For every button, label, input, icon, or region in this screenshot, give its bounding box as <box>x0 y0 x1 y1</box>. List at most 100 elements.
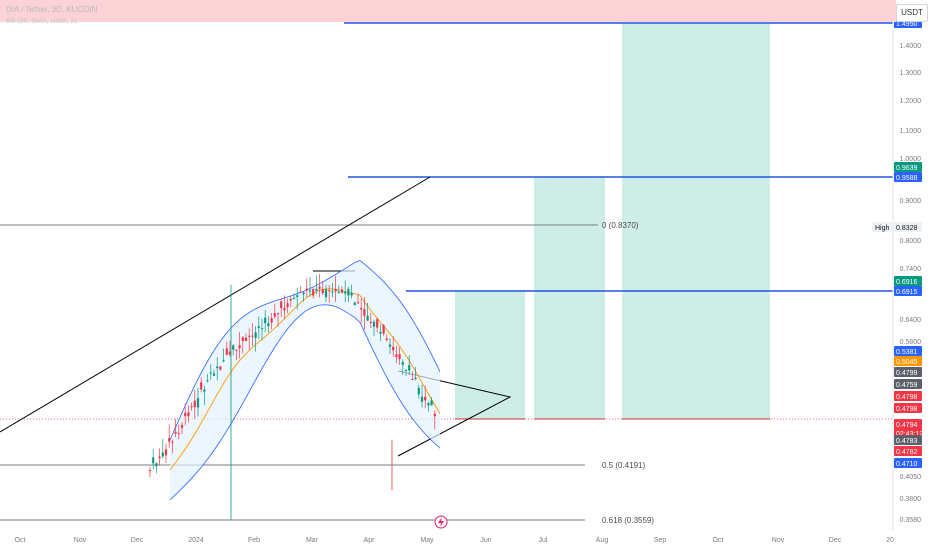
lightning-icon <box>438 517 444 527</box>
candle-body-10 <box>180 425 184 428</box>
candle-body-14 <box>193 400 196 408</box>
time-tick-9: Jul <box>539 537 548 544</box>
price-label-5 <box>894 286 922 296</box>
candle-body-73 <box>382 325 385 334</box>
candle-body-16 <box>200 382 203 390</box>
price-label-12 <box>894 419 922 437</box>
candle-body-63 <box>350 292 353 296</box>
candle-body-15 <box>196 398 200 408</box>
price-tick-5: 0.9000 <box>900 198 922 205</box>
candle-body-30 <box>244 337 248 341</box>
candle-body-42 <box>283 308 286 311</box>
time-tick-6: Apr <box>364 537 376 544</box>
time-tick-0: Oct <box>15 537 26 544</box>
candle-body-87 <box>427 403 430 406</box>
symbol-title[interactable]: DIA / Tether, 3D, KUCOIN <box>6 5 98 14</box>
bollinger-lower <box>169 304 441 501</box>
target-zone-3 <box>622 23 770 419</box>
time-tick-2: Dec <box>131 537 144 544</box>
candle-body-0 <box>148 470 152 471</box>
price-label-14 <box>894 446 922 456</box>
candle-body-59 <box>337 291 340 293</box>
price-label-text-5: 0.6915 <box>896 289 918 296</box>
candle-body-4 <box>161 452 164 457</box>
candle-body-25 <box>228 351 232 355</box>
candle-body-7 <box>171 441 174 443</box>
candle-body-64 <box>353 302 356 306</box>
price-tick-4: 1.0000 <box>900 156 922 163</box>
price-label-text-11: 0.4798 <box>896 406 918 413</box>
candle-body-88 <box>430 400 433 406</box>
candle-body-44 <box>289 298 292 301</box>
candle-body-52 <box>315 288 318 291</box>
candle-body-49 <box>305 288 308 291</box>
candle-body-40 <box>276 313 280 315</box>
candle-body-68 <box>366 315 369 321</box>
indicator-legend[interactable]: BB (20, SMA, close, 2) <box>6 18 77 25</box>
candle-body-46 <box>296 295 299 297</box>
candle-body-53 <box>318 286 321 289</box>
price-label-3 <box>894 222 922 232</box>
price-label-text-6: 0.5381 <box>896 349 918 356</box>
candle-body-18 <box>206 380 209 382</box>
candle-body-51 <box>312 289 315 296</box>
price-label-text-8: 0.4799 <box>896 370 918 377</box>
time-tick-1: Nov <box>74 537 87 544</box>
candle-body-69 <box>369 321 372 323</box>
candle-body-34 <box>257 326 260 328</box>
candle-body-71 <box>376 319 379 328</box>
candle-body-21 <box>216 366 219 369</box>
candle-body-20 <box>212 373 216 376</box>
price-label-6 <box>894 346 922 356</box>
candle-body-29 <box>241 337 244 341</box>
candle-body-19 <box>209 372 212 374</box>
candle-body-9 <box>177 433 180 435</box>
candle-body-45 <box>292 297 296 299</box>
price-tick-7: 0.7400 <box>900 266 922 273</box>
time-tick-7: May <box>420 537 434 544</box>
time-tick-10: Aug <box>596 537 609 544</box>
candle-body-78 <box>398 354 401 360</box>
price-label-7 <box>894 356 922 366</box>
price-tick-6: 0.8000 <box>900 238 922 245</box>
fib-label-1: 0.5 (0.4191) <box>602 461 645 470</box>
candle-body-89 <box>433 413 436 417</box>
bollinger-fill <box>170 260 440 500</box>
price-label-8 <box>894 367 922 377</box>
candle-body-23 <box>222 360 225 362</box>
time-tick-4: Feb <box>248 537 260 544</box>
candle-body-66 <box>360 307 363 310</box>
price-tick-3: 1.1000 <box>900 128 922 135</box>
candle-body-13 <box>190 406 193 408</box>
price-tick-0: 1.4000 <box>900 43 922 50</box>
price-tick-12: 0.3580 <box>900 517 922 524</box>
target-zone-2 <box>534 177 605 419</box>
candle-body-50 <box>308 290 312 292</box>
candle-body-80 <box>404 370 408 372</box>
price-label-2 <box>894 172 922 182</box>
countdown-label: 02:43:12 <box>896 431 923 438</box>
rising-trendline <box>0 176 431 433</box>
candle-body-12 <box>187 412 190 417</box>
candle-body-54 <box>321 289 324 294</box>
candle-body-72 <box>379 332 382 334</box>
bollinger-upper <box>169 260 441 441</box>
candle-body-47 <box>299 291 302 293</box>
price-label-text-1: 0.9639 <box>896 165 918 172</box>
price-label-text-10: 0.4798 <box>896 394 918 401</box>
candle-body-48 <box>302 292 305 295</box>
candle-body-26 <box>232 345 235 350</box>
price-label-text-3: 0.8328 <box>896 225 918 232</box>
candle-body-86 <box>424 396 427 401</box>
candle-body-85 <box>420 396 424 402</box>
candle-body-77 <box>395 354 398 358</box>
price-label-text-14: 0.4782 <box>896 449 918 456</box>
candle-body-75 <box>388 344 392 347</box>
currency-button[interactable]: USDT <box>896 4 928 22</box>
bollinger-basis <box>169 288 441 471</box>
time-tick-14: Dec <box>829 537 842 544</box>
fib-label-0: 0 (0.8370) <box>602 221 639 230</box>
candle-body-61 <box>344 291 347 294</box>
price-tick-2: 1.2000 <box>900 98 922 105</box>
